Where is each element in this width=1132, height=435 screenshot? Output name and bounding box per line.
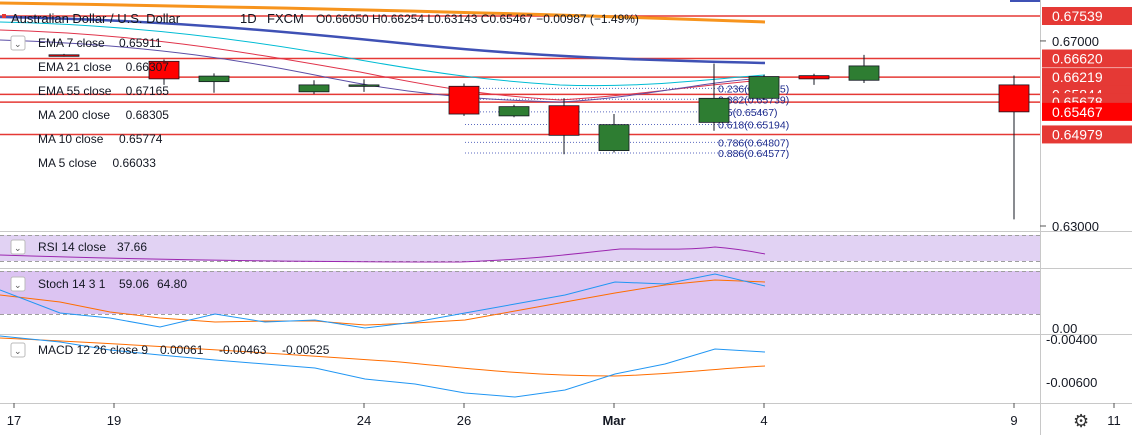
date-label-3: 26 [457,413,471,428]
candle-body-8[interactable] [598,124,630,151]
candle-body-10[interactable] [748,76,780,99]
stoch-axis-label: 0.00 [1052,321,1077,336]
band-guides [0,235,1040,315]
gear-icon[interactable]: ⚙ [1073,411,1089,431]
chevron-down-icon: ⌄ [14,243,22,253]
legend-label-0: EMA 7 close [38,36,105,50]
price-tag-2 [1042,49,1132,68]
date-label-7: 11 [1107,413,1121,428]
legend-value-1: 0.66307 [126,60,170,74]
candle-body-6[interactable] [498,106,530,117]
macd-label: MACD 12 26 close 9 [38,343,148,357]
macd-hist-value: 0.00061 [160,343,204,357]
price-label-1: 0.67000 [1052,34,1099,49]
stoch-d-value: 64.80 [157,277,187,291]
macd-signal-value: -0.00525 [282,343,330,357]
candle-body-13[interactable] [998,84,1030,113]
rsi-band [0,235,1040,261]
price-tag-7 [1042,125,1132,144]
macd-signal-line [0,337,766,377]
legend-value-4: 0.65774 [119,132,163,146]
price-tag-6 [1042,102,1132,121]
stoch-k-value: 59.06 [119,277,149,291]
legend-value-3: 0.68305 [126,108,170,122]
legend-label-5: MA 5 close [38,156,97,170]
stoch-band [0,271,1040,314]
date-label-2: 24 [357,413,371,428]
fib-label-4: 0.786(0.64807) [718,137,789,149]
date-label-0: 17 [7,413,21,428]
date-label-1: 19 [107,413,121,428]
chevron-down-icon: ⌄ [14,39,22,49]
fib-label-3: 0.618(0.65194) [718,119,789,131]
price-axis[interactable]: 0.675390.670000.666200.662190.658440.656… [1040,7,1132,234]
candle-body-7[interactable] [548,105,580,136]
legend-label-2: EMA 55 close [38,84,112,98]
legend-value-5: 0.66033 [113,156,157,170]
header-marker [2,14,6,18]
stoch-collapse-button[interactable] [10,276,26,292]
price-label-0: 0.67539 [1052,8,1103,24]
moving-average-lines [0,1,766,103]
price-label-8: 0.63000 [1052,219,1099,234]
candle-body-1[interactable] [148,60,180,80]
candle-body-9[interactable] [698,97,730,123]
fib-label-5: 0.886(0.64577) [718,148,789,160]
stoch-k-line [0,273,766,329]
candle-body-12[interactable] [848,65,880,81]
legend-label-1: EMA 21 close [38,60,112,74]
blue-accent [1010,0,1040,2]
symbol-title: Australian Dollar / U.S. Dollar [11,11,181,26]
fib-label-2: 0.5(0.65467) [718,107,778,119]
macd-axis-label: -0.00600 [1046,375,1097,390]
candle-body-0[interactable] [48,54,80,57]
macd-value: -0.00463 [219,343,267,357]
ohlc-values: O0.66050 H0.66254 L0.63143 C0.65467 −0.0… [316,12,639,26]
ma-10-line [0,21,766,87]
stoch-legend: ⌄ Stoch 14 3 1 59.06 64.80 [10,276,187,292]
legend-value-0: 0.65911 [119,36,162,50]
rsi-value: 37.66 [117,240,147,254]
candle-body-5[interactable] [448,85,480,115]
macd-collapse-button[interactable] [10,342,26,358]
legend-label-3: MA 200 close [38,108,110,122]
date-label-4: Mar [602,413,625,428]
ma-5-line [0,39,766,103]
candle-body-4[interactable] [348,84,380,87]
candle-body-3[interactable] [298,84,330,93]
interval-label[interactable]: 1D [240,11,257,26]
price-tag-0 [1042,7,1132,25]
price-tag-3 [1042,68,1132,87]
rsi-label: RSI 14 close [38,240,106,254]
chevron-down-icon: ⌄ [14,280,22,290]
price-label-3: 0.66219 [1052,69,1103,85]
macd-line [0,335,766,398]
source-label: FXCM [267,11,304,26]
stoch-d-line [0,279,766,326]
price-label-2: 0.66620 [1052,51,1103,67]
stoch-label: Stoch 14 3 1 [38,277,106,291]
date-label-5: 4 [760,413,767,428]
ema-21-line [0,15,766,65]
date-label-6: 9 [1010,413,1017,428]
chevron-down-icon: ⌄ [14,346,22,356]
candlesticks[interactable] [48,53,1030,220]
legend-collapse-button[interactable] [10,35,26,51]
price-label-6: 0.65467 [1052,104,1103,120]
rsi-collapse-button[interactable] [10,239,26,255]
ema-55-line [0,1,766,24]
rsi-legend: ⌄ RSI 14 close 37.66 [10,239,147,255]
macd-axis-label: -0.00400 [1046,332,1097,347]
price-label-7: 0.64979 [1052,126,1103,142]
legend-label-4: MA 10 close [38,132,104,146]
date-axis[interactable]: 17192426Mar491116 [7,403,1132,428]
rsi-line [0,246,766,263]
legend-value-2: 0.67165 [126,84,170,98]
candle-body-2[interactable] [198,75,230,83]
candle-body-11[interactable] [798,75,830,80]
macd-legend: ⌄ MACD 12 26 close 9 0.00061 -0.00463 -0… [10,342,330,358]
indicator-legend: ⌄ EMA 7 close 0.65911 EMA 21 close 0.66307 EM… [10,35,170,170]
